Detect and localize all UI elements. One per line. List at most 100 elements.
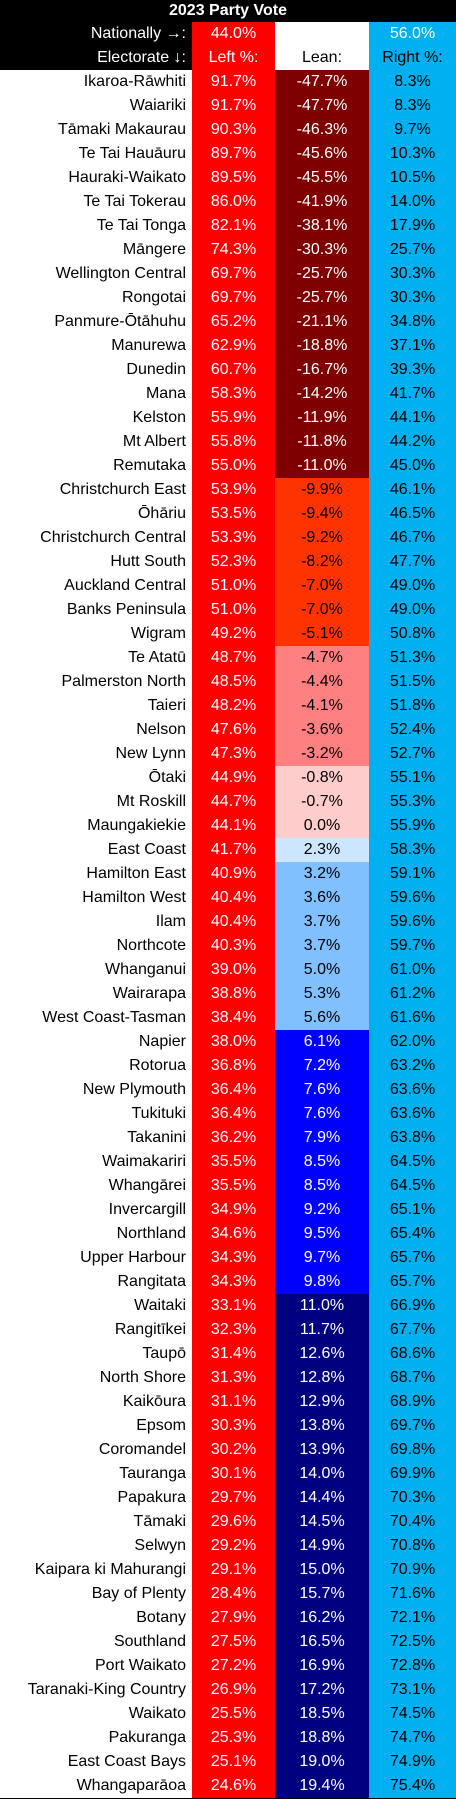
left-percent: 30.2% — [192, 1438, 275, 1462]
table-row: Wigram 49.2% -5.1% 50.8% — [0, 622, 456, 646]
left-percent: 58.3% — [192, 382, 275, 406]
left-percent: 69.7% — [192, 262, 275, 286]
lean-value: 5.6% — [275, 1006, 369, 1030]
right-percent: 52.7% — [369, 742, 456, 766]
lean-value: 2.3% — [275, 838, 369, 862]
lean-value: -9.9% — [275, 478, 369, 502]
electorate-name: Northcote — [0, 934, 192, 958]
table-row: Mana 58.3% -14.2% 41.7% — [0, 382, 456, 406]
table-row: Waitaki 33.1% 11.0% 66.9% — [0, 1294, 456, 1318]
electorate-name: Rongotai — [0, 286, 192, 310]
right-percent: 44.1% — [369, 406, 456, 430]
right-percent: 52.4% — [369, 718, 456, 742]
table-row: Ikaroa-Rāwhiti 91.7% -47.7% 8.3% — [0, 70, 456, 94]
table-title: 2023 Party Vote — [0, 0, 456, 22]
right-percent: 63.8% — [369, 1126, 456, 1150]
right-percent: 68.9% — [369, 1390, 456, 1414]
table-row: Invercargill 34.9% 9.2% 65.1% — [0, 1198, 456, 1222]
right-percent: 30.3% — [369, 286, 456, 310]
table-row: Bay of Plenty 28.4% 15.7% 71.6% — [0, 1582, 456, 1606]
table-row: Waikato 25.5% 18.5% 74.5% — [0, 1702, 456, 1726]
table-row: Wellington Central 69.7% -25.7% 30.3% — [0, 262, 456, 286]
left-percent: 29.7% — [192, 1486, 275, 1510]
left-percent: 36.2% — [192, 1126, 275, 1150]
table-row: Wairarapa 38.8% 5.3% 61.2% — [0, 982, 456, 1006]
lean-value: -11.0% — [275, 454, 369, 478]
electorate-name: Auckland Central — [0, 574, 192, 598]
right-percent: 41.7% — [369, 382, 456, 406]
left-percent: 31.1% — [192, 1390, 275, 1414]
right-percent: 75.4% — [369, 1774, 456, 1798]
electorate-name: Southland — [0, 1630, 192, 1654]
electorate-name: Kaikōura — [0, 1390, 192, 1414]
electorate-name: Christchurch Central — [0, 526, 192, 550]
electorate-name: Wellington Central — [0, 262, 192, 286]
right-percent: 59.1% — [369, 862, 456, 886]
national-row: Nationally →: 44.0% 56.0% — [0, 22, 456, 46]
right-percent: 72.1% — [369, 1606, 456, 1630]
left-percent: 44.7% — [192, 790, 275, 814]
left-percent: 74.3% — [192, 238, 275, 262]
lean-value: 13.8% — [275, 1414, 369, 1438]
left-percent: 53.5% — [192, 502, 275, 526]
table-row: Te Atatū 48.7% -4.7% 51.3% — [0, 646, 456, 670]
table-row: Nelson 47.6% -3.6% 52.4% — [0, 718, 456, 742]
table-row: Hamilton East 40.9% 3.2% 59.1% — [0, 862, 456, 886]
table-row: Coromandel 30.2% 13.9% 69.8% — [0, 1438, 456, 1462]
table-row: Upper Harbour 34.3% 9.7% 65.7% — [0, 1246, 456, 1270]
electorate-name: Manurewa — [0, 334, 192, 358]
right-percent: 64.5% — [369, 1174, 456, 1198]
lean-value: -38.1% — [275, 214, 369, 238]
lean-value: -3.6% — [275, 718, 369, 742]
electorate-name: Tāmaki — [0, 1510, 192, 1534]
electorate-name: Tāmaki Makaurau — [0, 118, 192, 142]
lean-value: -16.7% — [275, 358, 369, 382]
left-percent: 65.2% — [192, 310, 275, 334]
right-percent: 70.3% — [369, 1486, 456, 1510]
right-percent: 74.9% — [369, 1750, 456, 1774]
electorate-name: West Coast-Tasman — [0, 1006, 192, 1030]
lean-value: 9.2% — [275, 1198, 369, 1222]
lean-value: 7.9% — [275, 1126, 369, 1150]
left-percent: 55.8% — [192, 430, 275, 454]
table-row: Selwyn 29.2% 14.9% 70.8% — [0, 1534, 456, 1558]
lean-value: 7.6% — [275, 1102, 369, 1126]
lean-value: 19.4% — [275, 1774, 369, 1798]
left-percent: 40.9% — [192, 862, 275, 886]
right-percent: 65.7% — [369, 1270, 456, 1294]
right-percent: 55.1% — [369, 766, 456, 790]
electorate-name: Hutt South — [0, 550, 192, 574]
electorate-name: Waitaki — [0, 1294, 192, 1318]
electorate-name: Papakura — [0, 1486, 192, 1510]
lean-value: 14.9% — [275, 1534, 369, 1558]
right-percent: 74.7% — [369, 1726, 456, 1750]
table-row: Rangitīkei 32.3% 11.7% 67.7% — [0, 1318, 456, 1342]
table-row: Tukituki 36.4% 7.6% 63.6% — [0, 1102, 456, 1126]
left-percent: 38.0% — [192, 1030, 275, 1054]
left-percent: 90.3% — [192, 118, 275, 142]
left-percent: 38.4% — [192, 1006, 275, 1030]
left-percent: 27.5% — [192, 1630, 275, 1654]
left-percent: 40.4% — [192, 910, 275, 934]
table-row: Southland 27.5% 16.5% 72.5% — [0, 1630, 456, 1654]
right-percent: 61.0% — [369, 958, 456, 982]
right-percent: 51.5% — [369, 670, 456, 694]
electorate-name: Ōhāriu — [0, 502, 192, 526]
left-percent: 31.3% — [192, 1366, 275, 1390]
electorate-name: Ilam — [0, 910, 192, 934]
right-percent: 25.7% — [369, 238, 456, 262]
table-row: Kaikōura 31.1% 12.9% 68.9% — [0, 1390, 456, 1414]
left-percent: 38.8% — [192, 982, 275, 1006]
right-percent: 46.5% — [369, 502, 456, 526]
right-percent: 63.6% — [369, 1078, 456, 1102]
electorate-name: Nelson — [0, 718, 192, 742]
electorate-name: Selwyn — [0, 1534, 192, 1558]
lean-value: 8.5% — [275, 1174, 369, 1198]
electorate-name: East Coast — [0, 838, 192, 862]
left-percent: 51.0% — [192, 574, 275, 598]
table-row: Waiariki 91.7% -47.7% 8.3% — [0, 94, 456, 118]
electorate-name: Palmerston North — [0, 670, 192, 694]
electorate-name: Mt Roskill — [0, 790, 192, 814]
electorate-name: Coromandel — [0, 1438, 192, 1462]
